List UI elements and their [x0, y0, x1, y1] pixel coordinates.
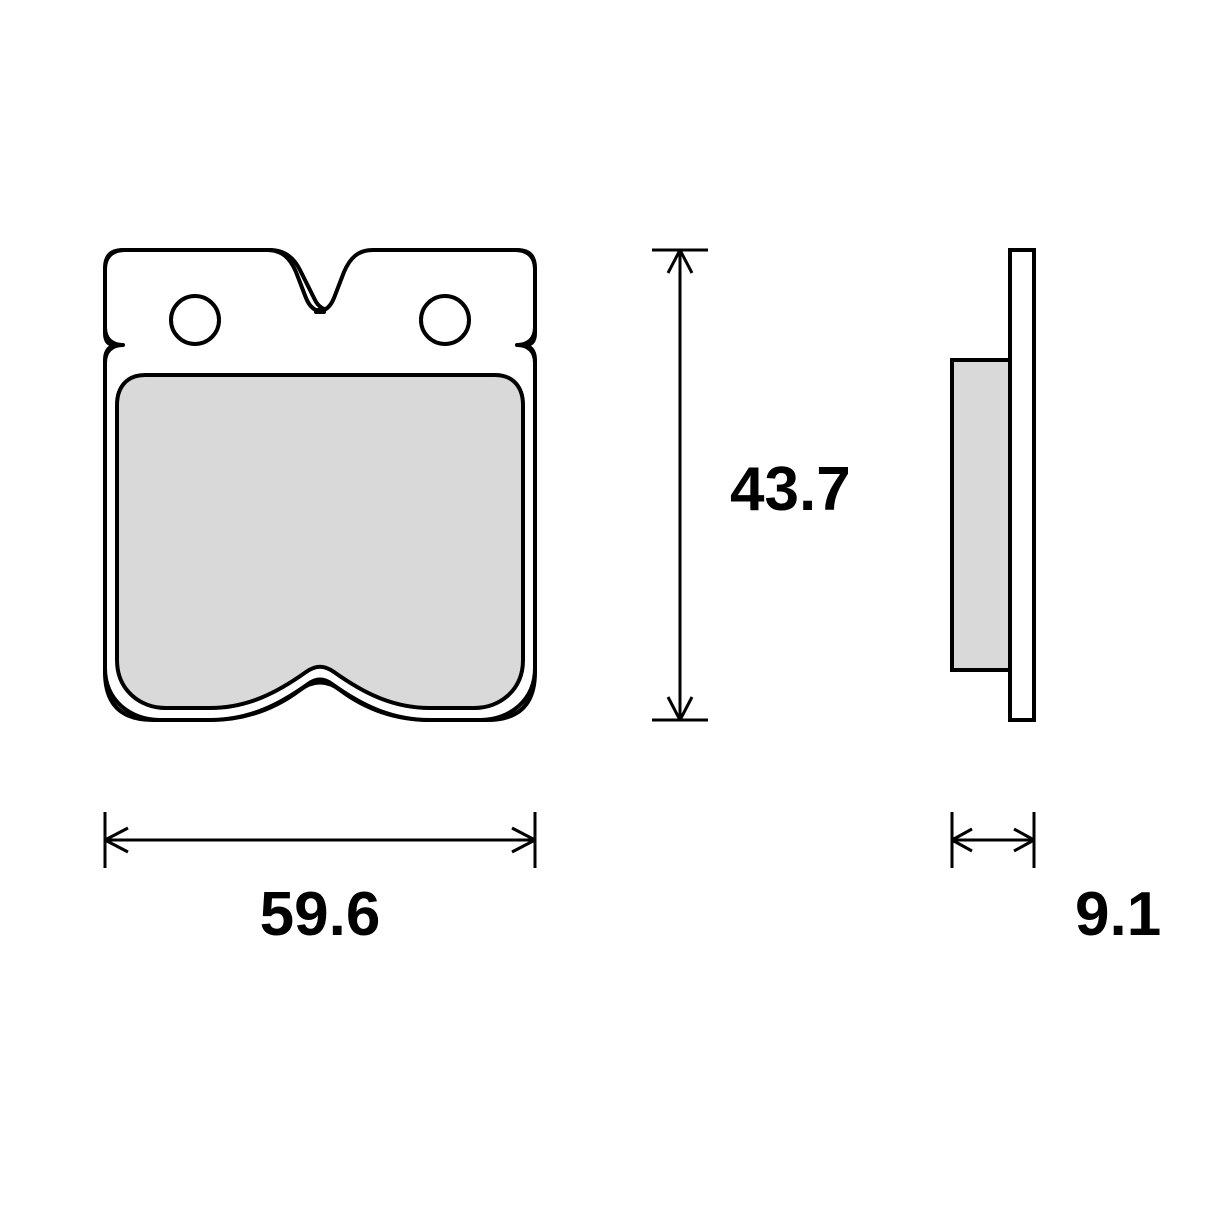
technical-drawing: 59.6 43.7 9.1 [0, 0, 1214, 1214]
dimension-height [652, 250, 708, 720]
mounting-hole-right [421, 296, 469, 344]
dimension-width-value: 59.6 [260, 880, 381, 949]
mounting-hole-left [171, 296, 219, 344]
dimension-width [105, 812, 535, 868]
dimension-thickness [952, 812, 1034, 868]
dimension-height-value: 43.7 [730, 455, 851, 524]
front-view [105, 250, 535, 720]
side-backing-plate [1010, 250, 1034, 720]
dimension-thickness-value: 9.1 [1075, 880, 1161, 949]
side-friction-pad [952, 360, 1010, 670]
friction-pad [117, 375, 523, 708]
side-view [952, 250, 1034, 720]
